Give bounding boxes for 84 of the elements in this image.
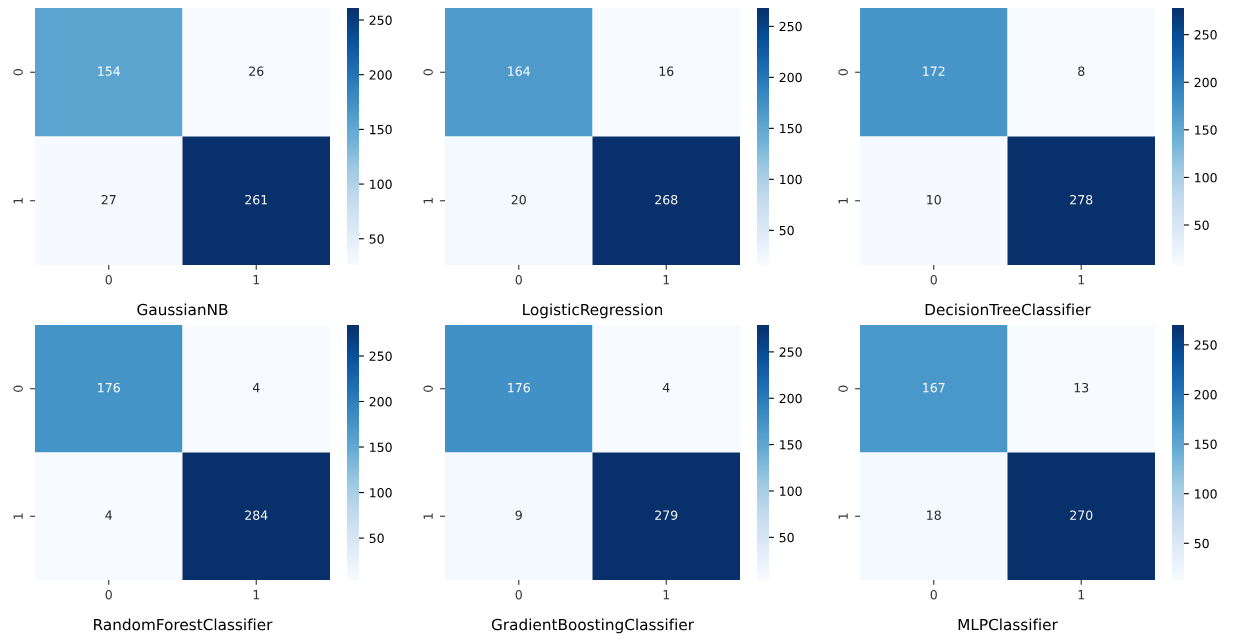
color-bar-label: 200: [369, 70, 392, 80]
color-bar-label: 150: [1195, 439, 1217, 449]
color-bar-label: 250: [779, 21, 802, 32]
data-label: 167: [923, 382, 945, 393]
x-tick-label: 1: [253, 590, 260, 600]
x-axis-title: MLPClassifier: [958, 618, 1058, 631]
data-label: 279: [655, 510, 678, 520]
color-bar-label: 150: [370, 442, 392, 452]
x-axis-title: GaussianNB: [137, 303, 228, 316]
data-label: 8: [1078, 66, 1085, 76]
color-bar-label: 50: [369, 234, 384, 244]
data-label: 4: [662, 383, 670, 393]
color-bar-label: 250: [1194, 30, 1217, 40]
color-bar-label: 250: [1194, 340, 1217, 350]
color-bar-label: 200: [779, 393, 802, 404]
data-label: 284: [245, 510, 268, 520]
color-bar-label: 50: [1194, 220, 1209, 230]
color-bar-label: 200: [1194, 77, 1217, 88]
data-label: 13: [1074, 382, 1089, 393]
color-bar-label: 150: [780, 123, 802, 134]
color-bar-label: 250: [779, 347, 802, 357]
y-tick-label: 0: [838, 69, 848, 76]
color-bar-label: 250: [369, 15, 392, 25]
color-bar-label: 50: [369, 533, 384, 544]
data-label: 27: [101, 194, 116, 205]
color-bar-label: 50: [1194, 538, 1209, 549]
color-bar-label: 150: [1195, 125, 1217, 135]
color-bar-label: 100: [1195, 172, 1217, 183]
data-label: 18: [927, 510, 941, 520]
x-tick-label: 1: [663, 275, 670, 285]
data-label: 4: [105, 510, 113, 520]
x-axis-title: RandomForestClassifier: [94, 618, 273, 631]
data-label: 4: [252, 383, 260, 393]
x-tick-label: 0: [515, 274, 522, 285]
data-label: 261: [245, 194, 268, 205]
data-label: 270: [1070, 510, 1093, 520]
x-tick-label: 0: [930, 589, 937, 600]
color-bar-label: 50: [779, 225, 794, 236]
y-tick-label: 0: [838, 385, 848, 392]
y-tick-label: 1: [423, 197, 433, 204]
color-bar-label: 150: [370, 124, 392, 135]
data-label: 9: [515, 510, 522, 520]
y-tick-label: 1: [838, 197, 848, 204]
x-axis-title: DecisionTreeClassifier: [925, 303, 1091, 316]
data-label: 164: [508, 66, 530, 76]
x-tick-label: 1: [1078, 590, 1085, 600]
data-label: 26: [249, 66, 264, 76]
x-tick-label: 1: [253, 275, 260, 285]
color-bar-label: 50: [779, 532, 794, 543]
data-label: 20: [511, 194, 526, 205]
color-bar-label: 200: [1194, 389, 1217, 400]
y-tick-label: 0: [423, 385, 433, 392]
data-label: 278: [1070, 194, 1093, 205]
x-tick-label: 0: [105, 274, 112, 285]
x-tick-label: 0: [930, 274, 937, 285]
data-label: 176: [508, 382, 530, 393]
color-bar-label: 150: [780, 440, 802, 450]
color-bar-label: 100: [780, 174, 802, 185]
x-tick-label: 1: [663, 590, 670, 600]
data-label: 268: [655, 194, 678, 205]
y-tick-label: 1: [13, 197, 23, 204]
x-axis-title: GradientBoostingClassifier: [491, 618, 694, 634]
x-tick-label: 1: [1078, 275, 1085, 285]
y-tick-label: 1: [423, 513, 433, 519]
y-tick-label: 0: [423, 69, 433, 76]
color-bar-label: 100: [780, 486, 802, 496]
data-label: 16: [659, 66, 674, 76]
color-bar-label: 100: [370, 179, 392, 189]
x-tick-label: 0: [105, 589, 112, 600]
color-bar-label: 100: [1195, 489, 1217, 499]
data-label: 172: [923, 66, 945, 76]
y-tick-label: 1: [838, 513, 848, 519]
color-bar-label: 200: [369, 396, 392, 407]
color-bar-label: 250: [369, 351, 392, 361]
data-label: 10: [927, 194, 941, 205]
x-axis-title: LogisticRegression: [523, 303, 663, 319]
color-bar-label: 200: [779, 72, 802, 83]
data-label: 154: [98, 66, 120, 76]
color-bar-label: 100: [370, 488, 392, 498]
y-tick-label: 0: [13, 69, 23, 76]
y-tick-label: 1: [13, 513, 23, 519]
x-tick-label: 0: [515, 589, 522, 600]
data-label: 176: [98, 382, 120, 393]
y-tick-label: 0: [13, 385, 23, 392]
